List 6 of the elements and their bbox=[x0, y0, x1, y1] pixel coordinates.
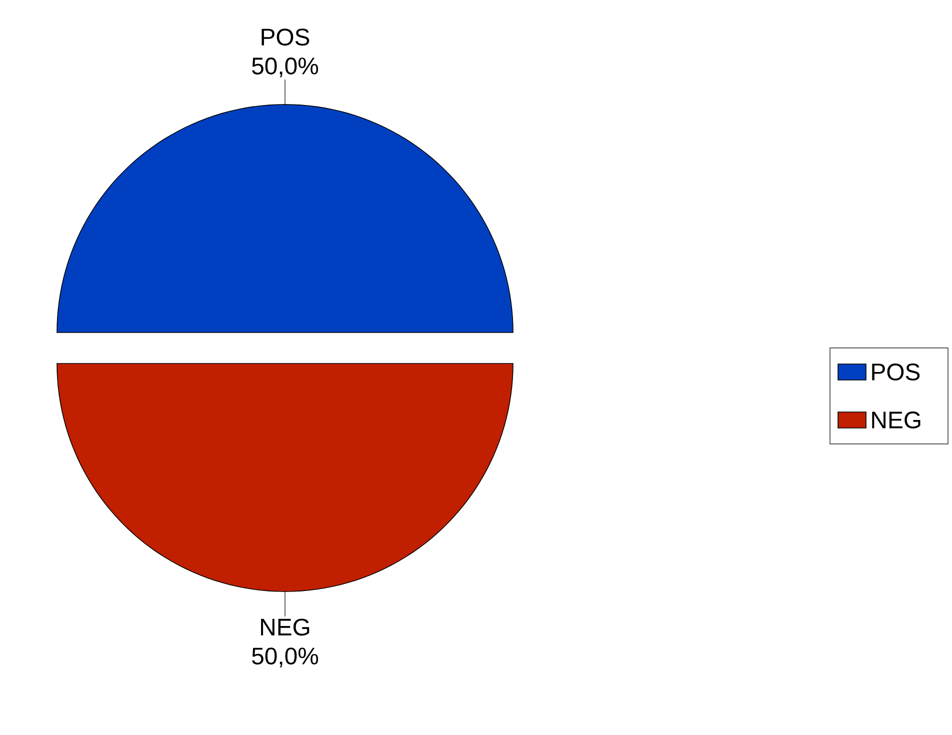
slice-label: NEG bbox=[261, 618, 310, 636]
data-label: 50,0% bbox=[252, 58, 318, 78]
legend-label: NEG bbox=[872, 412, 920, 428]
slice-label: POS bbox=[262, 28, 310, 46]
data-label: 50,0% bbox=[252, 648, 318, 668]
legend-label: POS bbox=[872, 364, 920, 380]
